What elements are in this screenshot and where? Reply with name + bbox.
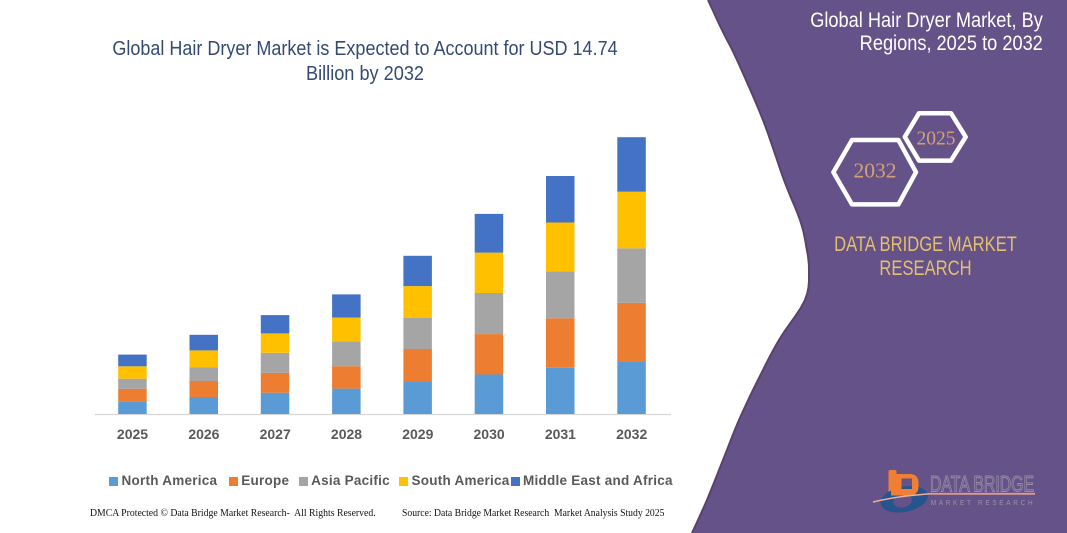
svg-text:MARKET RESEARCH: MARKET RESEARCH bbox=[931, 498, 1036, 507]
svg-text:2032: 2032 bbox=[854, 159, 897, 183]
svg-text:DATA BRIDGE: DATA BRIDGE bbox=[930, 471, 1034, 496]
svg-text:2025: 2025 bbox=[917, 129, 956, 150]
